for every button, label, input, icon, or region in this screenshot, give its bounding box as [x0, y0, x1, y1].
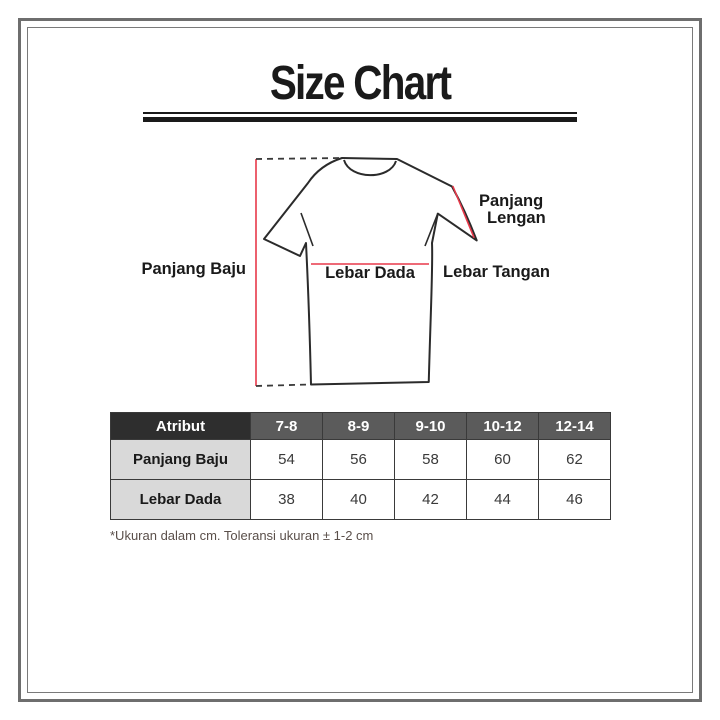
- svg-text:Lengan: Lengan: [487, 209, 546, 227]
- svg-text:Lebar Tangan: Lebar Tangan: [443, 263, 550, 281]
- svg-text:Panjang: Panjang: [479, 192, 543, 210]
- svg-text:Panjang Baju: Panjang Baju: [141, 260, 246, 278]
- svg-text:Lebar Dada: Lebar Dada: [325, 264, 416, 282]
